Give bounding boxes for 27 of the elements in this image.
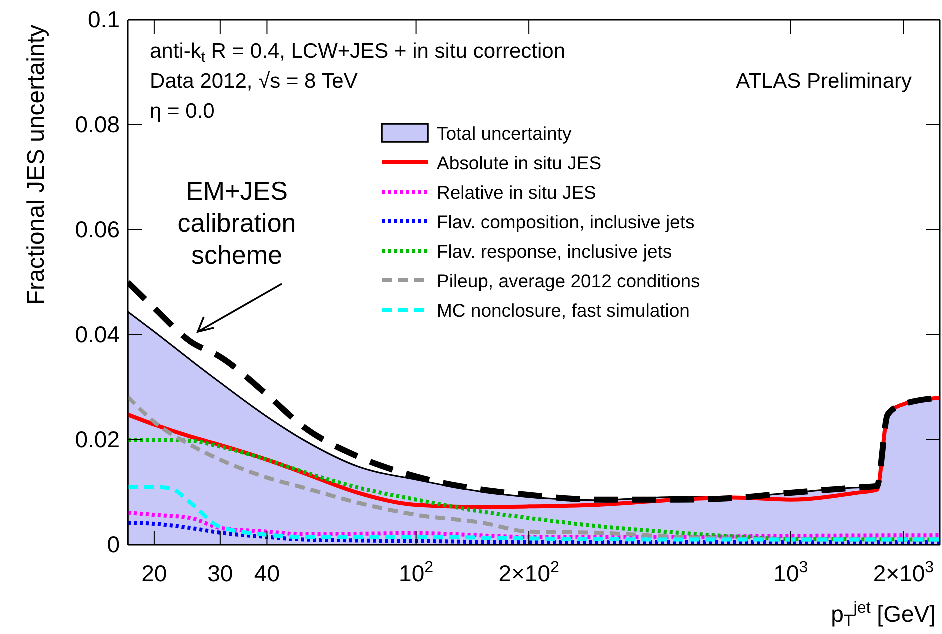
x-tick-label: 2×10$^{2}$ [498, 558, 560, 586]
annotation: ATLAS Preliminary [736, 70, 912, 93]
y-tick-label: 0.08 [75, 111, 120, 138]
x-tick-label: 20 [142, 560, 168, 586]
annotation: η = 0.0 [150, 100, 215, 123]
legend-label: Total uncertainty [437, 123, 572, 144]
legend-label: Absolute in situ JES [437, 152, 602, 174]
annotation: anti-k$_{t}$ R = 0.4, LCW+JES + in situ correction [150, 40, 566, 66]
y-tick-label: 0 [107, 531, 120, 558]
x-axis-title: p$_{T}$$^{jet}$ [GeV] [831, 599, 936, 630]
legend-label: Pileup, average 2012 conditions [437, 270, 700, 292]
y-tick-label: 0.04 [75, 321, 120, 348]
annotation: EM+JES calibration scheme [178, 176, 296, 270]
x-tick-label: 40 [254, 560, 280, 586]
legend-label: Flav. composition, inclusive jets [437, 212, 695, 232]
annotation: Data 2012, √s = 8 TeV [150, 70, 358, 93]
legend-label: Relative in situ JES [437, 182, 596, 203]
y-tick-label: 0.06 [75, 216, 120, 242]
y-axis-title: Fractional JES uncertainty [23, 25, 50, 306]
x-tick-label: 2×10$^{3}$ [873, 558, 934, 586]
legend-label: Flav. response, inclusive jets [437, 241, 672, 262]
x-tick-label: 10$^{3}$ [774, 558, 808, 586]
x-tick-label: 10$^{2}$ [399, 558, 434, 586]
x-tick-label: 30 [208, 560, 234, 586]
y-tick-label: 0.1 [88, 6, 120, 32]
y-tick-label: 0.02 [75, 426, 120, 452]
legend-label: MC nonclosure, fast simulation [437, 300, 690, 321]
